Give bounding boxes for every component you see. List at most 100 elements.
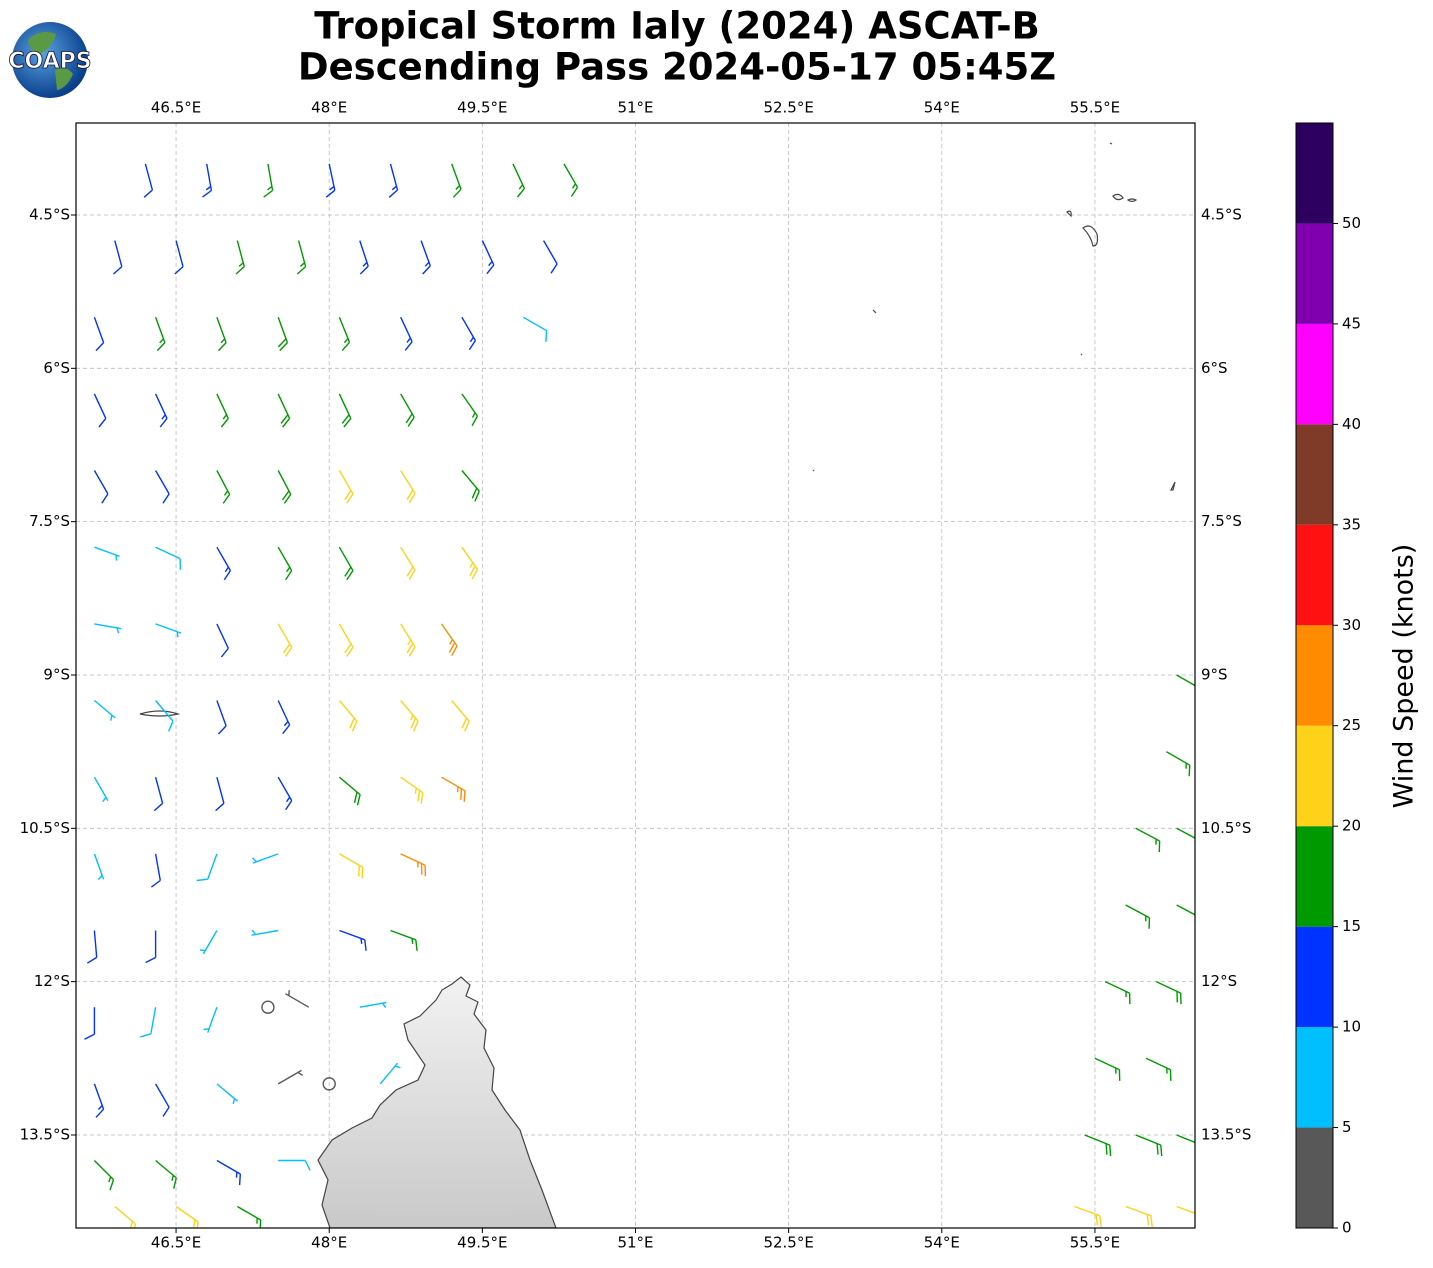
- wind-barb: [461, 316, 477, 351]
- wind-barb: [216, 546, 232, 581]
- wind-barb: [1176, 1134, 1195, 1144]
- wind-barb: [93, 853, 105, 880]
- wind-barb: [154, 470, 170, 504]
- wind-barb: [400, 776, 424, 804]
- wind-barb: [216, 623, 229, 658]
- colorbar-bin: [1296, 625, 1333, 726]
- coastline-seychelles: [1066, 193, 1138, 247]
- x-tick-label: 46.5°E: [151, 1234, 201, 1252]
- wind-barb: [277, 470, 292, 504]
- x-tick-label: 49.5°E: [457, 99, 507, 117]
- map-subtitle: Descending Pass 2024-05-17 05:45Z: [298, 46, 1056, 89]
- y-tick-label: 4.5°S: [29, 205, 70, 223]
- x-tick-label: 49.5°E: [457, 1234, 507, 1252]
- wind-barb: [154, 1083, 170, 1117]
- y-tick-label: 9°S: [1201, 665, 1228, 683]
- x-tick-label: 51°E: [617, 1234, 653, 1252]
- wind-barb: [338, 546, 354, 581]
- wind-barb: [339, 853, 364, 879]
- colorbar-tick-label: 40: [1342, 415, 1361, 433]
- colorbar-bin: [1296, 323, 1333, 425]
- colorbar-bin: [1296, 424, 1333, 525]
- colorbar-bin: [1296, 123, 1333, 224]
- wind-barb: [94, 546, 120, 561]
- y-tick-label: 12°S: [1201, 972, 1237, 990]
- wind-barb: [339, 929, 367, 951]
- wind-barb: [400, 700, 419, 732]
- wind-barb: [1125, 1205, 1153, 1227]
- wind-barb: [235, 240, 245, 275]
- colorbar-bin: [1296, 223, 1333, 324]
- wind-barb: [94, 623, 122, 634]
- wind-barb: [277, 316, 289, 352]
- wind-barb: [278, 1159, 311, 1171]
- wind-barb: [338, 700, 358, 732]
- colorbar-bin: [1296, 926, 1333, 1028]
- wind-barb: [1135, 1134, 1163, 1157]
- colorbar-tick-label: 15: [1342, 917, 1361, 935]
- colorbar-bin: [1296, 826, 1333, 927]
- wind-barb: [379, 1062, 401, 1085]
- x-tick-label: 46.5°E: [151, 99, 201, 117]
- wind-barb: [277, 623, 293, 657]
- wind-barb: [145, 930, 157, 964]
- wind-barb: [114, 1205, 137, 1228]
- wind-barb: [338, 623, 354, 657]
- colorbar-tick-label: 20: [1342, 817, 1361, 835]
- wind-barb: [400, 316, 413, 351]
- wind-barb: [338, 393, 352, 428]
- wind-barb: [174, 240, 184, 275]
- wind-barb: [481, 240, 495, 275]
- colorbar-tick-label: 5: [1342, 1118, 1352, 1136]
- wind-barb: [1125, 904, 1151, 929]
- wind-barb: [563, 163, 579, 197]
- wind-barb: [388, 163, 399, 198]
- coastline-aldabra: [139, 710, 181, 717]
- wind-barb: [522, 316, 548, 342]
- y-tick-label: 7.5°S: [1201, 512, 1242, 530]
- wind-barb: [140, 1007, 157, 1038]
- colorbar-tick-label: 45: [1342, 314, 1361, 332]
- x-tick-label: 52.5°E: [763, 1234, 813, 1252]
- calm-barb: [322, 1077, 336, 1091]
- logo-text: COAPS: [8, 49, 91, 74]
- wind-barb: [93, 316, 105, 352]
- wind-barb: [1135, 827, 1161, 853]
- y-tick-label: 6°S: [43, 359, 70, 377]
- wind-barb: [202, 163, 213, 198]
- map-title: Tropical Storm Ialy (2024) ASCAT-B: [314, 5, 1040, 48]
- y-tick-label: 13.5°S: [20, 1125, 70, 1143]
- wind-barb: [1084, 1134, 1112, 1157]
- grid: [76, 123, 1195, 1228]
- wind-barb: [199, 930, 218, 955]
- wind-barb: [216, 393, 229, 428]
- colorbar: 0 5 10 15 20 25 30 35 40 45 50: [1295, 122, 1361, 1237]
- colorbar-bin: [1296, 1127, 1333, 1228]
- wind-barb: [216, 1083, 239, 1105]
- colorbar-tick-label: 35: [1342, 515, 1361, 533]
- logo-land: [28, 32, 73, 90]
- y-tick-label: 10.5°S: [1201, 819, 1251, 837]
- y-tick-label: 7.5°S: [29, 512, 70, 530]
- wind-barb: [216, 470, 231, 504]
- wind-barb: [277, 546, 293, 581]
- colorbar-bin: [1296, 725, 1333, 827]
- wind-barb: [461, 470, 480, 502]
- wind-barb: [296, 240, 307, 275]
- wind-barb: [325, 163, 336, 198]
- wind-barb: [285, 990, 310, 1008]
- wind-barb: [1176, 904, 1195, 916]
- wind-barb: [143, 163, 154, 198]
- axis-ticks: 46.5°E 46.5°E 48°E 48°E 49.5°E 49.5°E 51°E 51°E…: [20, 99, 1252, 1252]
- wind-barb: [1155, 980, 1182, 1005]
- colorbar-tick-label: 0: [1342, 1219, 1352, 1237]
- x-tick-label: 54°E: [924, 1234, 960, 1252]
- wind-barbs: [84, 163, 1195, 1228]
- colorbar-tick-label: 50: [1342, 214, 1361, 232]
- y-tick-label: 6°S: [1201, 359, 1228, 377]
- wind-barb: [1176, 827, 1195, 839]
- wind-barb: [150, 853, 161, 888]
- wind-barb: [196, 853, 218, 882]
